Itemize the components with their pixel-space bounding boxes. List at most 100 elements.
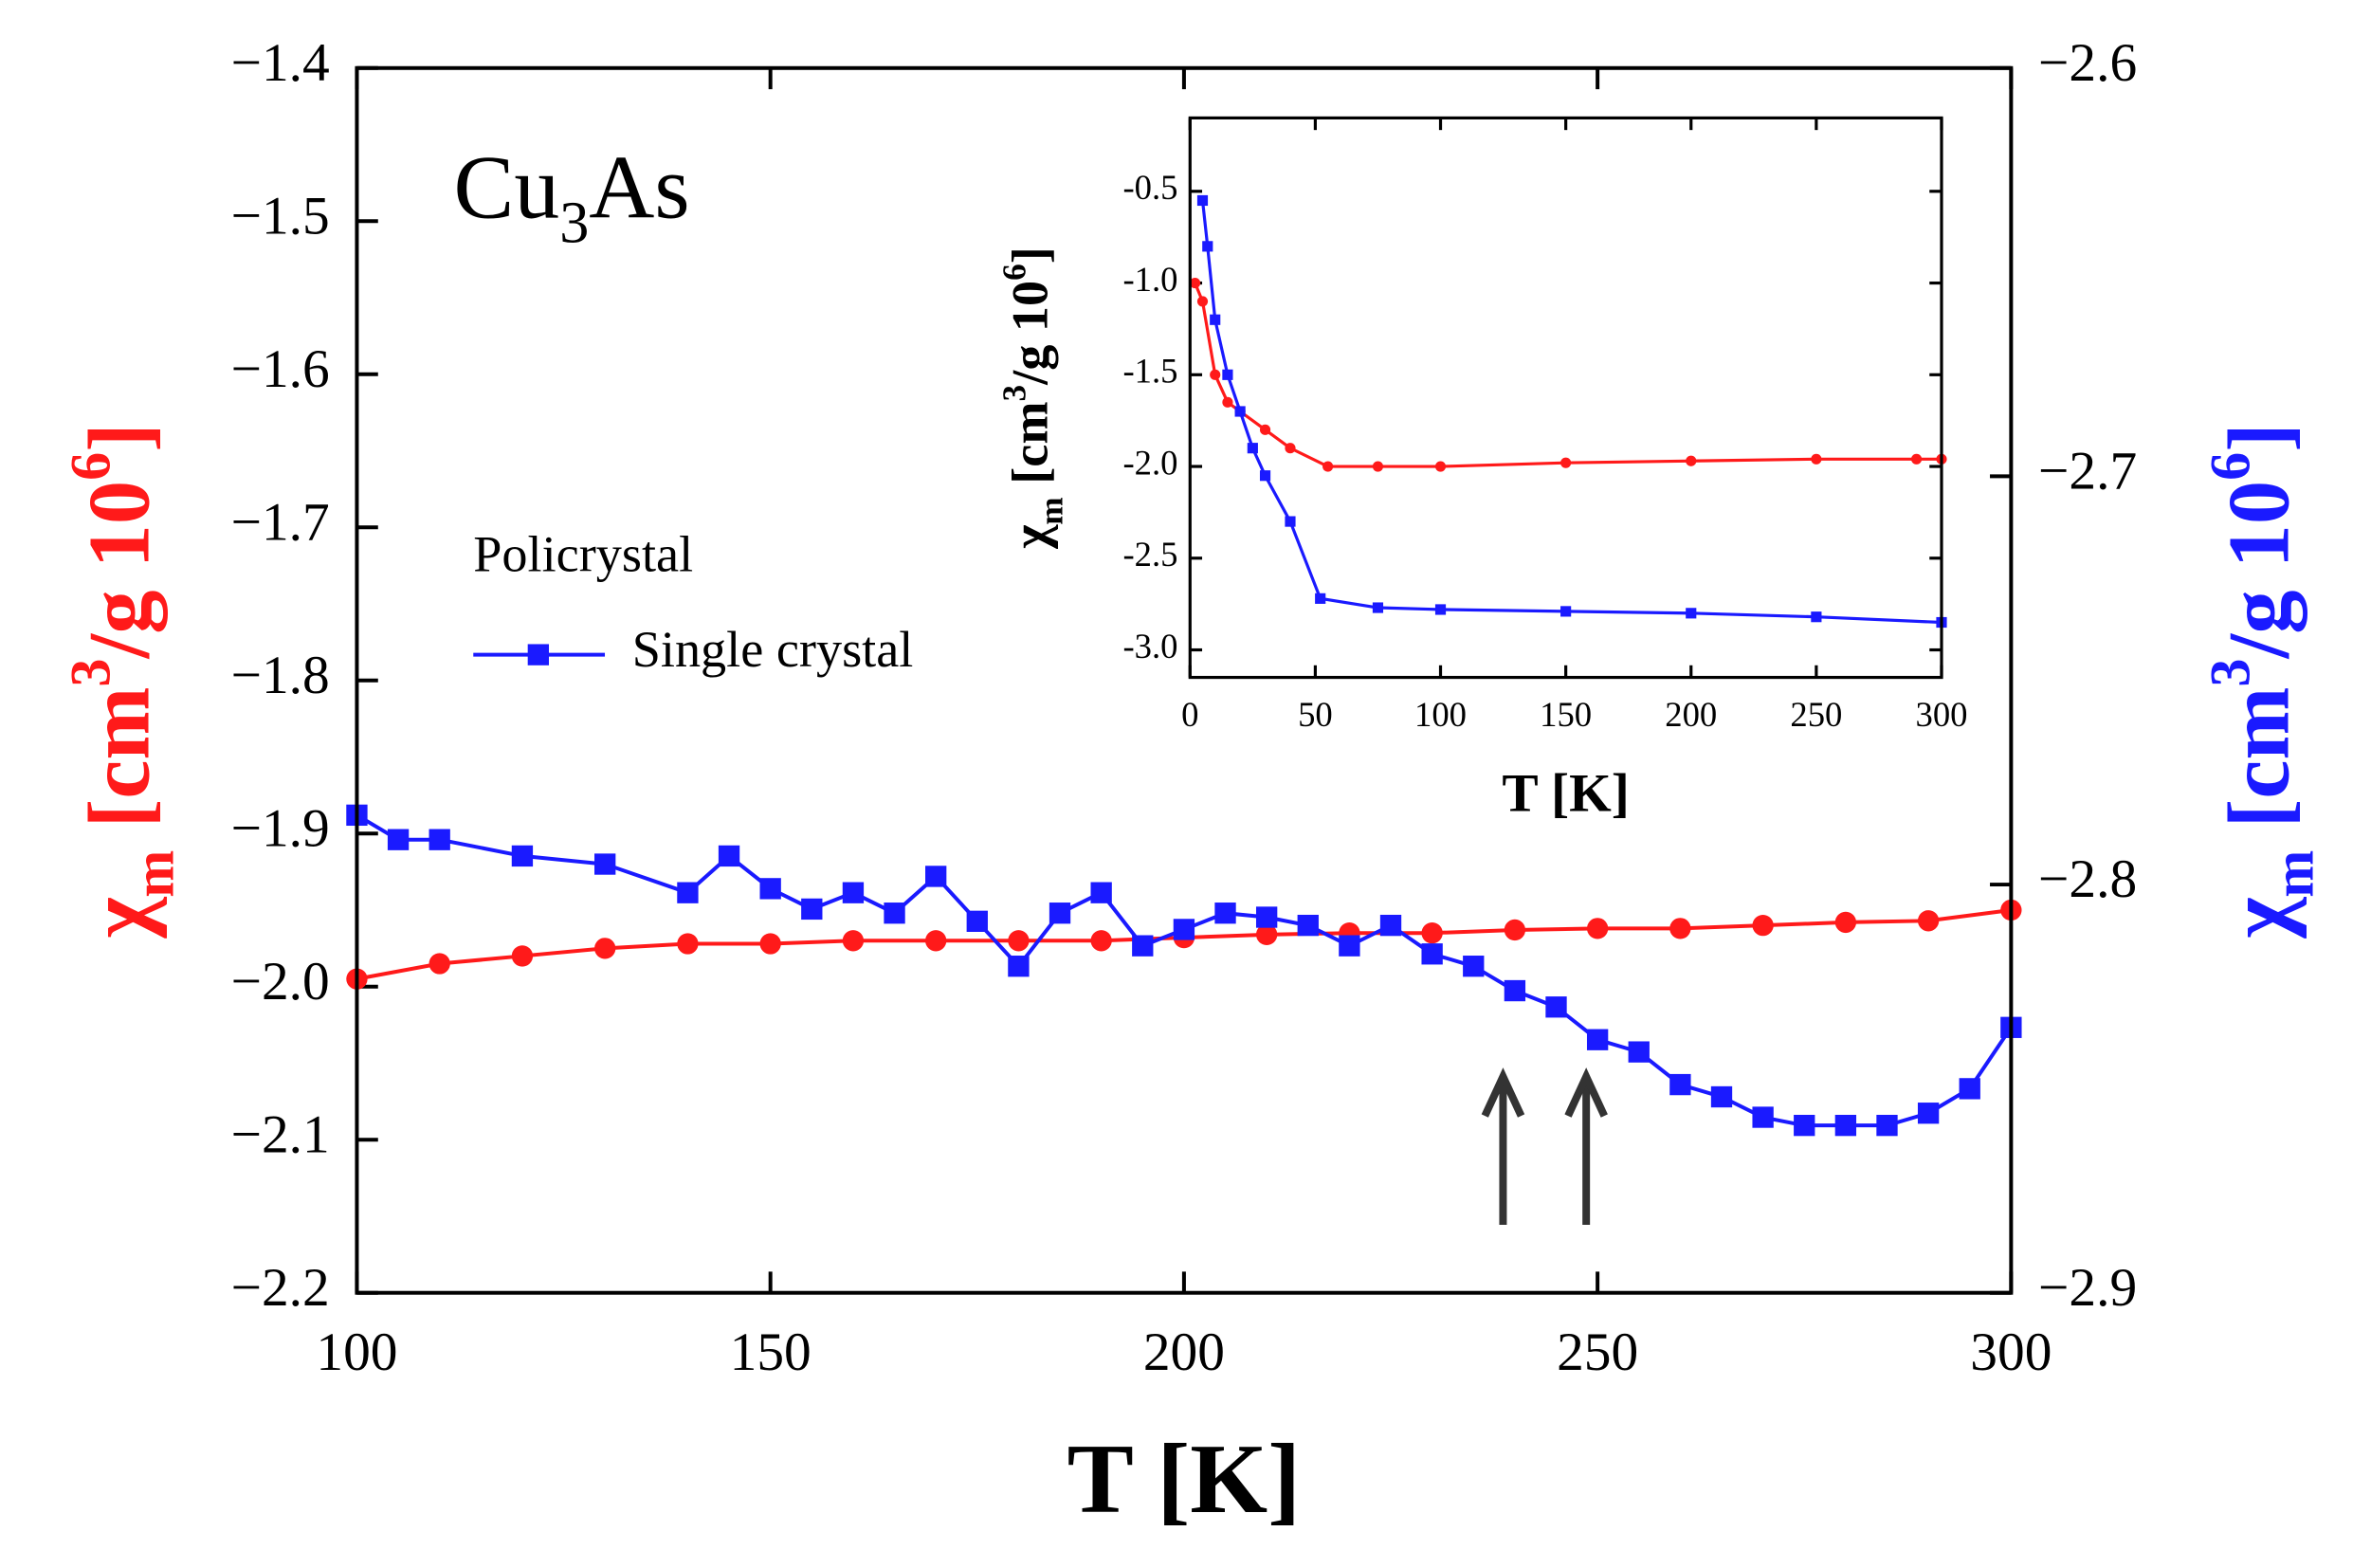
x-tick-label: 250: [1790, 695, 1842, 734]
label-part: 3: [995, 385, 1032, 402]
marker: [1210, 369, 1221, 380]
label-part: 3: [2199, 659, 2263, 687]
marker: [1196, 194, 1209, 207]
label-part: m: [1032, 497, 1069, 524]
legend-label: Single crystal: [632, 621, 914, 678]
y-tick-label: −1.9: [231, 798, 330, 858]
x-tick-label: 250: [1557, 1322, 1638, 1382]
y-tick-label: −2.1: [231, 1104, 330, 1164]
y2-axis-label: χm [cm3/g 106]: [2199, 423, 2326, 939]
marker: [966, 910, 988, 932]
label-part: 3: [60, 659, 123, 687]
marker: [1686, 608, 1697, 619]
marker: [1959, 1078, 1980, 1100]
marker: [1259, 424, 1271, 435]
marker: [1234, 406, 1246, 417]
x-tick-label: 100: [1414, 695, 1467, 734]
y2-tick-label: −2.8: [2038, 849, 2137, 909]
x-axis-label: T [K]: [1067, 1423, 1302, 1534]
y-tick-label: -3.0: [1122, 627, 1177, 665]
marker: [1214, 903, 1236, 924]
y-tick-label: −2.0: [231, 952, 330, 1012]
label-part: χ: [72, 896, 169, 939]
y-tick-label: −1.5: [231, 186, 330, 246]
marker: [1752, 1106, 1774, 1128]
marker: [429, 829, 450, 850]
label-part: Cu: [454, 137, 560, 237]
marker: [594, 938, 616, 959]
x-tick-label: 150: [730, 1322, 812, 1382]
marker: [801, 898, 823, 921]
marker: [1255, 923, 1278, 945]
marker: [1372, 602, 1384, 613]
marker: [1434, 461, 1447, 472]
marker: [1586, 918, 1609, 939]
marker: [1008, 930, 1030, 952]
marker: [677, 933, 699, 955]
marker: [1504, 979, 1526, 1002]
marker: [1247, 443, 1258, 454]
marker: [1811, 453, 1822, 465]
plot-frame: [1188, 116, 1943, 680]
marker: [925, 930, 947, 952]
marker: [1202, 241, 1213, 252]
label-part: ]: [72, 423, 169, 452]
x-tick-label: 100: [316, 1322, 397, 1382]
label-part: /g 10: [72, 481, 169, 660]
label-part: χ: [2212, 896, 2308, 939]
y-tick-label: -0.5: [1122, 168, 1177, 207]
y-tick-label: −1.4: [231, 33, 330, 93]
marker: [594, 853, 616, 875]
arrow-head: [1564, 1067, 1608, 1118]
marker: [1917, 1103, 1940, 1124]
x-tick-label: 200: [1143, 1322, 1225, 1382]
marker: [759, 933, 781, 955]
marker: [1504, 919, 1526, 941]
marker: [1628, 1041, 1650, 1063]
y-tick-label: -1.0: [1122, 260, 1177, 299]
marker: [1339, 935, 1360, 957]
y-axis-label: χm [cm3/g 106]: [995, 246, 1069, 550]
marker: [1008, 956, 1030, 977]
marker: [1545, 996, 1567, 1018]
marker: [925, 866, 947, 887]
label-part: /g 10: [2212, 481, 2308, 660]
marker: [1222, 369, 1233, 380]
marker: [1710, 1085, 1733, 1108]
marker: [1090, 930, 1112, 952]
marker: [1090, 882, 1112, 903]
marker: [511, 845, 534, 867]
marker: [1434, 604, 1447, 615]
marker: [1686, 455, 1697, 466]
marker: [511, 945, 534, 967]
y-tick-label: -1.5: [1122, 352, 1177, 391]
marker: [1669, 918, 1691, 939]
marker: [1315, 593, 1326, 604]
x-tick-label: 200: [1665, 695, 1717, 734]
marker: [1049, 903, 1071, 924]
y-axis-label: χm [cm3/g 106]: [60, 423, 187, 939]
label-part: [cm: [1002, 401, 1059, 497]
label-part: 6: [2199, 452, 2263, 481]
marker: [1189, 277, 1201, 289]
label-part: /g 10: [1002, 281, 1059, 386]
label-part: 3: [559, 191, 589, 256]
arrow-head: [1481, 1067, 1525, 1118]
x-tick-label: 150: [1540, 695, 1592, 734]
marker: [1322, 461, 1334, 472]
marker: [1463, 956, 1485, 977]
y2-tick-label: −2.9: [2038, 1258, 2137, 1318]
marker: [387, 829, 410, 850]
legend-marker: [527, 644, 550, 665]
marker: [1379, 914, 1402, 937]
marker: [1285, 443, 1296, 454]
label-part: 6: [60, 452, 123, 481]
marker: [842, 882, 865, 903]
x-tick-label: 300: [1915, 695, 1967, 734]
marker: [1752, 914, 1774, 937]
plot-frame: [355, 65, 2014, 1295]
marker: [1259, 470, 1271, 482]
marker: [759, 878, 781, 900]
y-tick-label: −1.8: [231, 646, 330, 705]
